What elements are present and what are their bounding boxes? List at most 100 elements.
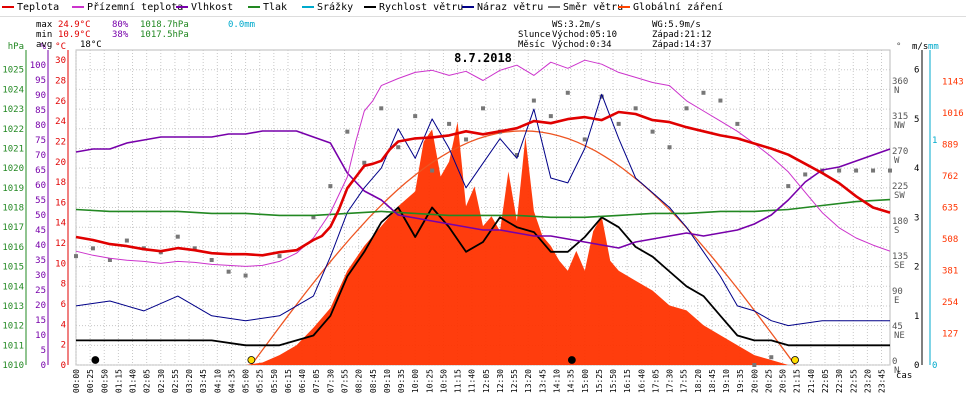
wind-dir-point [565, 90, 570, 95]
wind-dir-point [464, 137, 469, 142]
legend-item: Směr větru [548, 2, 623, 14]
tick-label-direction: 180 [892, 217, 908, 227]
tick-label-pressure: 1021 [2, 144, 24, 154]
series-temp-line [75, 110, 891, 257]
stat-max-temp: 24.9°C [58, 20, 91, 30]
x-tick-label: 21:15 [793, 369, 802, 393]
tick-label-pressure: 1020 [2, 164, 24, 174]
info-moonset: Západ:14:37 [652, 40, 712, 50]
x-tick-label: 10:50 [439, 369, 448, 393]
tick-label-pressure: 1016 [2, 243, 24, 253]
wind-dir-point [209, 258, 214, 262]
tick-label-wind: 3 [914, 213, 919, 223]
wind-dir-point [548, 114, 553, 119]
series-radiation-area [76, 121, 890, 366]
x-tick-label: 19:10 [722, 369, 731, 393]
legend-swatch [248, 6, 260, 8]
legend-swatch [72, 6, 84, 8]
tick-label-temperature: 4 [61, 320, 66, 330]
x-tick-label: 15:25 [595, 369, 604, 393]
x-tick-label: 16:15 [623, 369, 632, 393]
x-tick-label: 06:40 [298, 369, 307, 393]
tick-label-direction: 0 [892, 357, 897, 367]
tick-label-pressure: 1010 [2, 361, 24, 371]
tick-label-humidity: 0 [41, 361, 46, 371]
tick-label-direction: 360 [892, 77, 908, 87]
stat-max-rain: 0.0mm [228, 20, 256, 30]
tick-label-direction-compass: S [894, 226, 899, 236]
x-tick-label: 18:45 [708, 369, 717, 393]
x-tick-label: 02:05 [143, 369, 152, 393]
wind-dir-point [226, 269, 231, 274]
tick-label-temperature: 20 [55, 158, 66, 168]
stat-avg-label: avg [36, 40, 53, 50]
wind-dir-point [769, 355, 774, 360]
tick-label-temperature: 10 [55, 259, 66, 269]
x-tick-label: 22:30 [835, 369, 844, 393]
x-tick-label: 17:55 [680, 369, 689, 393]
x-tick-label: 22:05 [821, 369, 830, 393]
tick-label-direction: 225 [892, 182, 908, 192]
x-tick-label: 19:35 [736, 369, 745, 393]
legend-item: Přízemní teplota [72, 2, 183, 14]
legend-swatch [618, 6, 630, 8]
legend-item: Tlak [248, 2, 287, 14]
x-tick-label: 08:20 [355, 369, 364, 393]
x-tick-label: 13:45 [538, 369, 547, 393]
tick-label-wind: 0 [914, 361, 919, 371]
x-tick-label: 23:20 [863, 369, 872, 393]
wind-dir-point [582, 137, 587, 142]
x-tick-label: 11:15 [454, 369, 463, 393]
legend-label: Přízemní teplota [87, 2, 184, 13]
wind-dir-point [413, 114, 418, 119]
info-sunset: Západ:21:12 [652, 30, 712, 40]
tick-label-temperature: 18 [55, 178, 66, 188]
x-tick-label: 05:00 [242, 369, 251, 393]
tick-label-pressure: 1018 [2, 204, 24, 214]
axis-label-wind: m/s [912, 42, 928, 52]
legend-label: Rychlost větru [379, 2, 464, 13]
legend-item: Globální záření [618, 2, 723, 14]
wind-dir-point [396, 145, 401, 150]
legend-item: Rychlost větru [364, 2, 463, 14]
tick-label-humidity: 30 [35, 271, 46, 281]
tick-label-pressure: 1019 [2, 184, 24, 194]
tick-label-direction: 90 [892, 287, 903, 297]
x-tick-label: 10:00 [411, 369, 420, 393]
wind-dir-point [888, 168, 892, 173]
tick-label-humidity: 15 [35, 316, 46, 326]
x-tick-label: 09:10 [383, 369, 392, 393]
x-tick-label: 00:50 [100, 369, 109, 393]
x-tick-label: 14:10 [552, 369, 561, 393]
marker-moonrise [91, 356, 100, 364]
x-tick-label: 22:55 [849, 369, 858, 393]
x-tick-label: 03:45 [199, 369, 208, 393]
axis-label-pressure: hPa [8, 42, 24, 52]
tick-label-temperature: 22 [55, 137, 66, 147]
legend-item: Vlhkost [176, 2, 233, 14]
tick-label-wind: 5 [914, 115, 919, 125]
x-tick-label: 05:50 [270, 369, 279, 393]
x-tick-label: 08:45 [369, 369, 378, 393]
tick-label-direction-compass: SW [894, 191, 905, 201]
stat-avg-temp: 18°C [80, 40, 102, 50]
x-tick-label: 23:45 [878, 369, 887, 393]
legend-bar: Teplota Přízemní teplota Vlhkost Tlak Srážky… [0, 0, 966, 17]
tick-label-radiation: 381 [942, 267, 958, 277]
tick-label-rain: 0 [932, 361, 937, 371]
legend-swatch [364, 6, 376, 8]
stat-min-temp: 10.9°C [58, 30, 91, 40]
tick-label-temperature: 24 [55, 117, 66, 127]
info-moon-label: Měsíc [518, 40, 546, 50]
x-tick-label: 20:50 [779, 369, 788, 393]
legend-swatch [462, 6, 474, 8]
x-tick-label: 01:15 [114, 369, 123, 393]
wind-dir-point [718, 98, 723, 103]
axis-label-temperature: °C [55, 42, 66, 52]
tick-label-rain: 1 [932, 136, 937, 146]
x-tick-label: 03:20 [185, 369, 194, 393]
tick-label-humidity: 40 [35, 241, 46, 251]
legend-swatch [176, 6, 188, 8]
marker-sunset [791, 356, 799, 364]
